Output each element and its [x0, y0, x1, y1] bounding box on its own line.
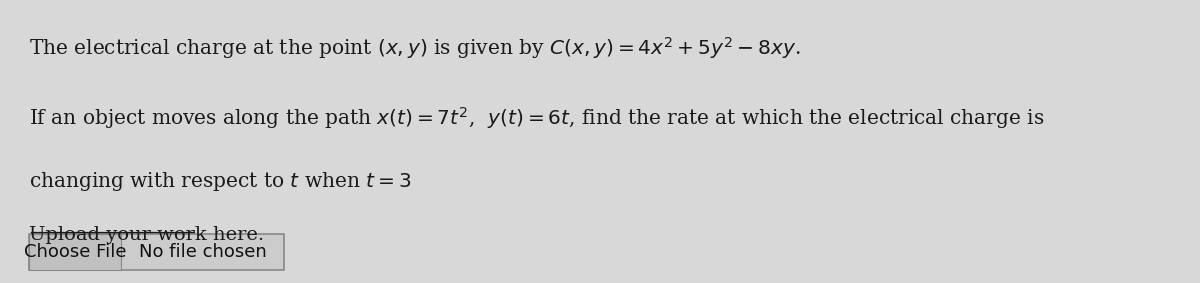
- FancyBboxPatch shape: [29, 234, 121, 270]
- Text: Choose File: Choose File: [24, 243, 126, 261]
- Text: Upload your work here.: Upload your work here.: [29, 226, 264, 244]
- Text: The electrical charge at the point $(x, y)$ is given by $C(x, y) = 4x^2 + 5y^2 -: The electrical charge at the point $(x, …: [29, 35, 800, 61]
- Text: changing with respect to $t$ when $t = 3$: changing with respect to $t$ when $t = 3…: [29, 170, 410, 192]
- FancyBboxPatch shape: [29, 234, 284, 270]
- Text: No file chosen: No file chosen: [139, 243, 266, 261]
- Text: If an object moves along the path $x(t) = 7t^2$,  $y(t) = 6t$, find the rate at : If an object moves along the path $x(t) …: [29, 105, 1044, 131]
